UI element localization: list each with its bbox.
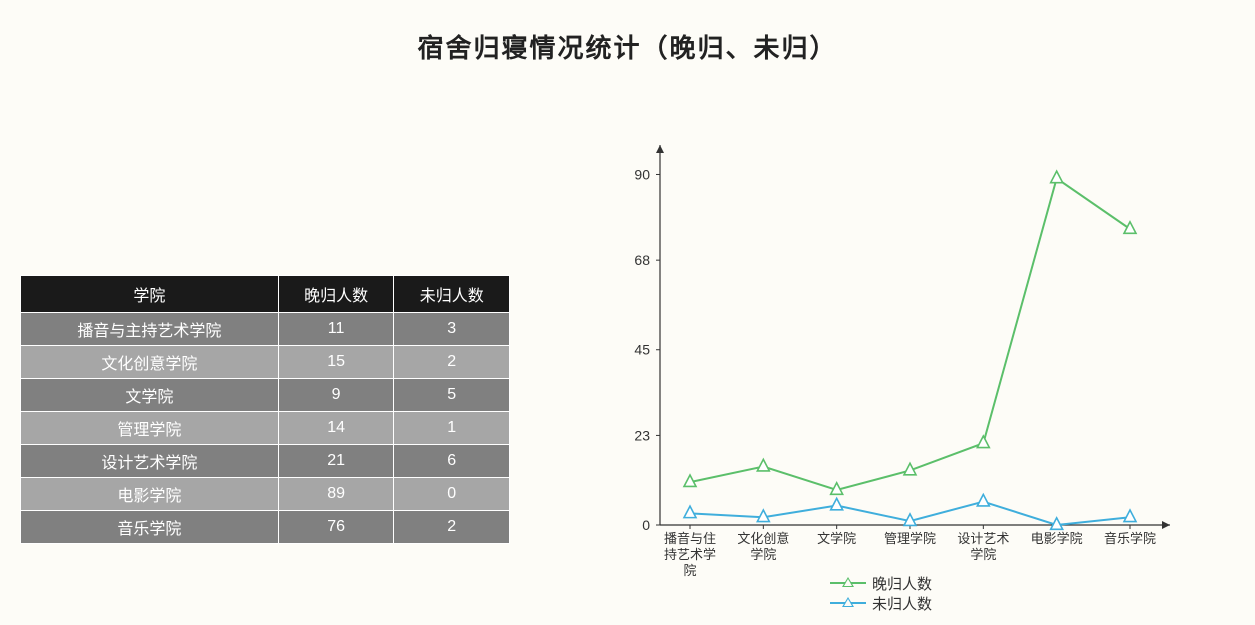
table-cell: 21 xyxy=(278,445,394,478)
series-marker xyxy=(757,459,769,471)
table-cell: 播音与主持艺术学院 xyxy=(21,313,279,346)
y-tick-label: 45 xyxy=(634,342,650,358)
series-marker xyxy=(1124,222,1136,234)
table-cell: 文化创意学院 xyxy=(21,346,279,379)
x-tick-label: 文化创意 xyxy=(737,531,789,546)
y-tick-label: 23 xyxy=(634,427,650,443)
legend-marker xyxy=(830,576,866,590)
series-marker xyxy=(977,436,989,448)
table-cell: 89 xyxy=(278,478,394,511)
table-cell: 9 xyxy=(278,379,394,412)
line-chart-container: 023456890播音与住持艺术学院文化创意学院文学院管理学院设计艺术学院电影学… xyxy=(580,125,1200,625)
x-tick-label: 音乐学院 xyxy=(1104,531,1156,546)
table-cell: 1 xyxy=(394,412,510,445)
x-tick-label: 学院 xyxy=(970,547,996,562)
page-title: 宿舍归寝情况统计（晚归、未归） xyxy=(0,0,1255,65)
legend-item: 晚归人数 xyxy=(830,573,932,593)
x-tick-label: 播音与住 xyxy=(664,531,716,546)
y-tick-label: 0 xyxy=(642,517,650,533)
table-cell: 3 xyxy=(394,313,510,346)
table-cell: 14 xyxy=(278,412,394,445)
chart-legend: 晚归人数未归人数 xyxy=(830,573,932,613)
table-cell: 11 xyxy=(278,313,394,346)
x-tick-label: 持艺术学 xyxy=(664,547,716,562)
table-header-row: 学院 晚归人数 未归人数 xyxy=(21,276,510,313)
content-row: 学院 晚归人数 未归人数 播音与主持艺术学院113文化创意学院152文学院95管… xyxy=(0,65,1255,625)
x-tick-label: 管理学院 xyxy=(884,531,936,546)
series-marker xyxy=(1051,171,1063,183)
x-tick-label: 学院 xyxy=(750,547,776,562)
table-row: 音乐学院762 xyxy=(21,511,510,544)
col-header-late: 晚归人数 xyxy=(278,276,394,313)
legend-marker xyxy=(830,596,866,610)
data-table: 学院 晚归人数 未归人数 播音与主持艺术学院113文化创意学院152文学院95管… xyxy=(20,275,510,544)
x-tick-label: 设计艺术 xyxy=(957,531,1009,546)
table-cell: 2 xyxy=(394,511,510,544)
table-cell: 0 xyxy=(394,478,510,511)
table-cell: 文学院 xyxy=(21,379,279,412)
table-cell: 电影学院 xyxy=(21,478,279,511)
x-tick-label: 院 xyxy=(683,563,696,578)
table-cell: 15 xyxy=(278,346,394,379)
series-marker xyxy=(1124,510,1136,522)
table-cell: 2 xyxy=(394,346,510,379)
table-row: 播音与主持艺术学院113 xyxy=(21,313,510,346)
y-tick-label: 90 xyxy=(634,166,650,182)
line-chart: 023456890播音与住持艺术学院文化创意学院文学院管理学院设计艺术学院电影学… xyxy=(580,125,1200,625)
table-cell: 音乐学院 xyxy=(21,511,279,544)
table-row: 设计艺术学院216 xyxy=(21,445,510,478)
legend-label: 晚归人数 xyxy=(872,573,932,594)
x-tick-label: 文学院 xyxy=(817,531,856,546)
table-row: 管理学院141 xyxy=(21,412,510,445)
legend-label: 未归人数 xyxy=(872,593,932,614)
series-marker xyxy=(977,494,989,506)
col-header-absent: 未归人数 xyxy=(394,276,510,313)
table-row: 文化创意学院152 xyxy=(21,346,510,379)
x-tick-label: 电影学院 xyxy=(1031,531,1083,546)
data-table-container: 学院 晚归人数 未归人数 播音与主持艺术学院113文化创意学院152文学院95管… xyxy=(20,275,510,544)
legend-item: 未归人数 xyxy=(830,593,932,613)
table-cell: 76 xyxy=(278,511,394,544)
table-cell: 管理学院 xyxy=(21,412,279,445)
table-row: 文学院95 xyxy=(21,379,510,412)
series-marker xyxy=(831,498,843,510)
col-header-college: 学院 xyxy=(21,276,279,313)
series-marker xyxy=(684,506,696,518)
table-row: 电影学院890 xyxy=(21,478,510,511)
series-line xyxy=(690,178,1130,490)
table-cell: 6 xyxy=(394,445,510,478)
y-tick-label: 68 xyxy=(634,252,650,268)
table-cell: 设计艺术学院 xyxy=(21,445,279,478)
table-cell: 5 xyxy=(394,379,510,412)
